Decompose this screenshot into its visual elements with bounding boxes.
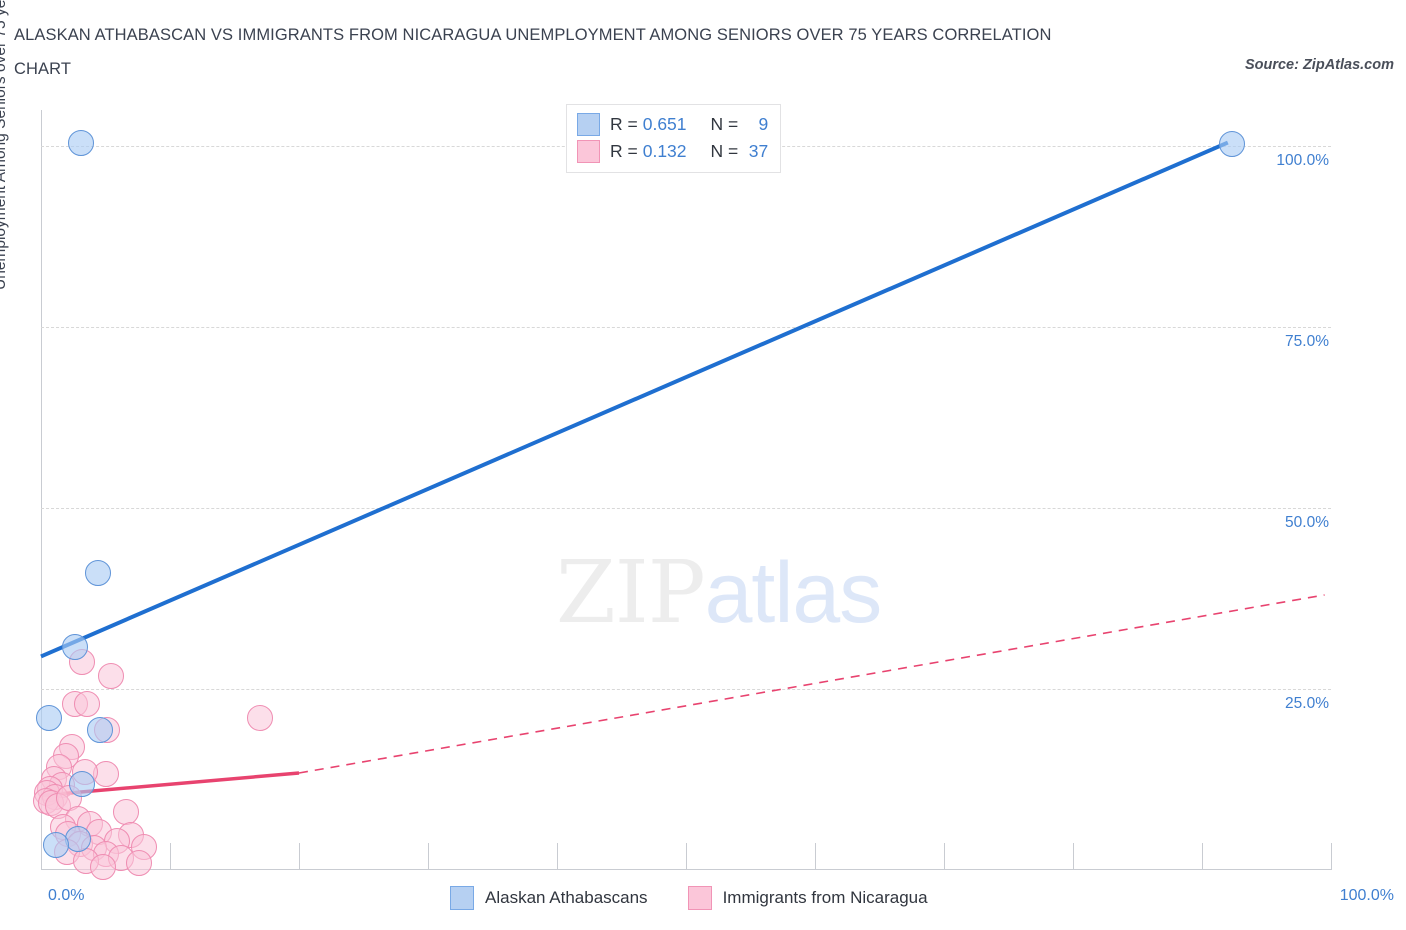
r-value-blue: 0.651	[642, 114, 687, 134]
x-tick-mark	[686, 843, 687, 870]
x-tick-mark	[815, 843, 816, 870]
watermark-atlas: atlas	[704, 545, 883, 641]
plot-area: ZIPatlas 25.0% 50.0% 75.0% 100.0%	[33, 110, 1332, 881]
zipatlas-watermark: ZIPatlas	[556, 550, 882, 636]
data-point[interactable]	[35, 705, 62, 731]
legend-item-alaskan-athabascans[interactable]: Alaskan Athabascans	[450, 886, 648, 910]
data-point[interactable]	[67, 129, 94, 156]
data-point[interactable]	[89, 854, 116, 881]
y-tick-label: 50.0%	[1285, 514, 1329, 532]
trendlines-group	[40, 140, 1325, 798]
legend-label-immigrants-from-nicaragua: Immigrants from Nicaragua	[722, 888, 928, 907]
chart-title-block: ALASKAN ATHABASCAN VS IMMIGRANTS FROM NI…	[14, 18, 1214, 86]
n-label-pink: N =	[710, 141, 739, 161]
gridline-y	[41, 508, 1331, 510]
r-value-pink: 0.132	[642, 141, 687, 161]
data-point[interactable]	[97, 663, 124, 690]
gridline-y	[41, 327, 1331, 329]
trendline-alaskan-athabascans	[40, 140, 1229, 659]
legend-swatch-icon-pink	[687, 886, 712, 910]
source-attribution: Source: ZipAtlas.com	[1244, 57, 1394, 73]
data-point[interactable]	[43, 831, 70, 858]
data-point[interactable]	[247, 705, 274, 731]
y-axis-line	[41, 110, 42, 870]
series-swatch-icon-blue	[577, 113, 600, 136]
x-axis-label-max: 100.0%	[1339, 887, 1394, 904]
data-point[interactable]	[65, 825, 92, 852]
x-tick-mark	[557, 843, 558, 870]
legend-swatch-icon-blue	[450, 886, 474, 910]
y-axis-title: Unemployment Among Seniors over 75 years	[0, 0, 9, 290]
r-label-pink: R =	[610, 141, 638, 161]
data-point[interactable]	[126, 849, 153, 876]
x-tick-mark	[1202, 843, 1203, 870]
legend-label-alaskan-athabascans: Alaskan Athabascans	[485, 888, 648, 907]
r-label-blue: R =	[610, 114, 638, 134]
data-point[interactable]	[1218, 131, 1245, 158]
x-tick-mark	[170, 843, 171, 870]
series-legend: Alaskan Athabascans Immigrants from Nica…	[450, 886, 968, 910]
x-axis-label-min: 0.0%	[48, 887, 85, 904]
x-tick-mark	[944, 843, 945, 870]
trendline-dashed-immigrants-from-nicaragua	[298, 594, 1325, 774]
x-tick-mark	[1331, 843, 1332, 870]
data-point[interactable]	[113, 799, 140, 826]
n-value-pink: 37	[748, 141, 769, 161]
n-label-blue: N =	[710, 114, 739, 134]
data-point[interactable]	[87, 717, 114, 744]
data-point[interactable]	[61, 634, 88, 661]
stats-row-immigrants-from-nicaragua: R = 0.132 N = 37	[577, 138, 768, 165]
stats-row-alaskan-athabascans: R = 0.651 N = 9	[577, 111, 768, 138]
gridline-y	[41, 689, 1331, 691]
series-swatch-icon-pink	[577, 140, 600, 163]
x-tick-mark	[299, 843, 300, 870]
y-tick-label: 75.0%	[1285, 333, 1329, 351]
data-point[interactable]	[74, 690, 101, 717]
page-title-line-2: CHART	[14, 60, 72, 78]
y-tick-label: 100.0%	[1276, 152, 1329, 170]
page-title-line-1: ALASKAN ATHABASCAN VS IMMIGRANTS FROM NI…	[14, 26, 1052, 44]
x-tick-mark	[428, 843, 429, 870]
plot-canvas: ZIPatlas	[33, 110, 1332, 881]
n-value-blue: 9	[758, 114, 769, 134]
data-point[interactable]	[84, 559, 111, 586]
watermark-zip: ZIP	[556, 543, 706, 643]
y-tick-label: 25.0%	[1285, 695, 1329, 713]
legend-item-immigrants-from-nicaragua[interactable]: Immigrants from Nicaragua	[687, 886, 928, 910]
x-tick-mark	[1073, 843, 1074, 870]
correlation-stats-box: R = 0.651 N = 9 R = 0.132 N = 37	[566, 104, 782, 173]
data-point[interactable]	[69, 770, 96, 797]
